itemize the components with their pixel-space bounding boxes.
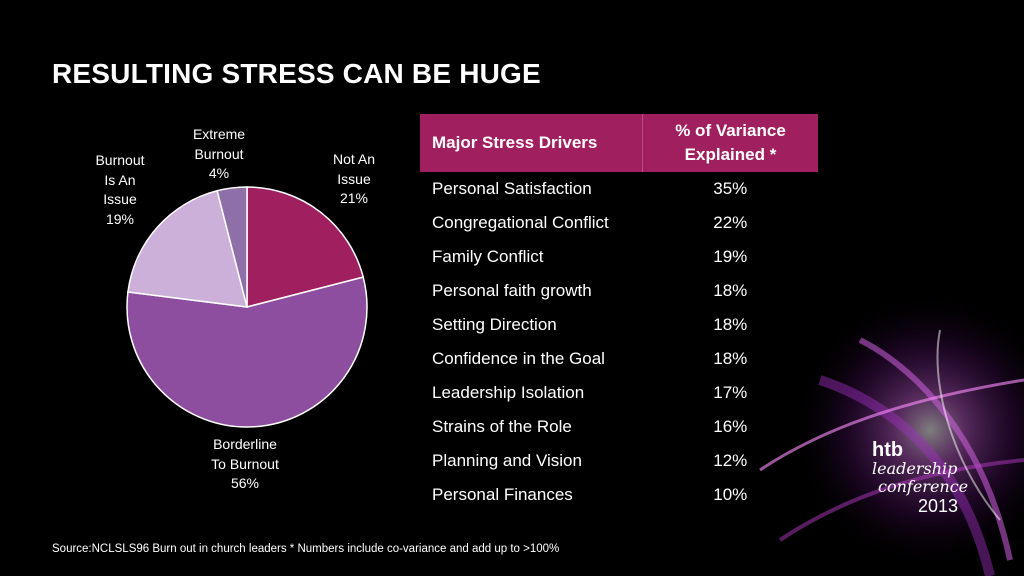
header-major-stress-drivers: Major Stress Drivers [420, 114, 643, 172]
variance-value-cell: 16% [713, 417, 748, 436]
variance-value-cell: 22% [713, 213, 748, 232]
table-row: Personal faith growth 18% [420, 274, 818, 308]
driver-name-cell: Family Conflict [432, 247, 544, 266]
slice-extreme-burnout [216, 186, 248, 308]
slice-burnout-is-an-issue [127, 189, 249, 308]
variance-value-cell: 17% [713, 383, 748, 402]
table-row: Personal Finances 10% [420, 478, 818, 512]
logo-line-2: leadership [872, 459, 958, 478]
driver-name-cell: Planning and Vision [432, 451, 582, 470]
driver-name-cell: Personal Finances [432, 485, 573, 504]
variance-value-cell: 10% [713, 485, 748, 504]
variance-value-cell: 19% [713, 247, 748, 266]
source-footnote: Source:NCLSLS96 Burn out in church leade… [52, 543, 560, 555]
table-row: Planning and Vision 12% [420, 444, 818, 478]
slice-not-an-issue [246, 186, 365, 308]
slice-label-burnout-is-an-issue: Burnout Is An Issue 19% [95, 152, 145, 227]
table-row: Confidence in the Goal 18% [420, 342, 818, 376]
driver-name-cell: Leadership Isolation [432, 383, 585, 402]
table-row: Setting Direction 18% [420, 308, 818, 342]
slice-label-extreme-burnout: Extreme Burnout 4% [192, 126, 246, 181]
driver-name-cell: Personal faith growth [432, 281, 592, 300]
stress-drivers-table: Major Stress Drivers % of Variance Expla… [420, 114, 818, 512]
variance-value-cell: 18% [713, 281, 748, 300]
page-title: RESULTING STRESS CAN BE HUGE [52, 58, 541, 89]
slice-label-not-an-issue: Not An Issue 21% [332, 151, 376, 206]
variance-value-cell: 12% [713, 451, 748, 470]
logo-line-1: htb [872, 439, 904, 461]
table-header-row: Major Stress Drivers % of Variance Expla… [420, 114, 818, 172]
table-row: Personal Satisfaction 35% [420, 172, 818, 206]
logo-line-3: conference [878, 477, 969, 496]
driver-name-cell: Confidence in the Goal [432, 349, 605, 368]
driver-name-cell: Setting Direction [432, 315, 557, 334]
variance-value-cell: 35% [713, 179, 748, 198]
table-row: Strains of the Role 16% [420, 410, 818, 444]
htb-conference-logo: htb leadership conference 2013 [872, 440, 968, 516]
variance-value-cell: 18% [713, 349, 748, 368]
header-variance-explained: % of Variance Explained * [642, 114, 818, 172]
table-row: Leadership Isolation 17% [420, 376, 818, 410]
variance-value-cell: 18% [713, 315, 748, 334]
table-row: Family Conflict 19% [420, 240, 818, 274]
slice-label-borderline: Borderline To Burnout 56% [211, 436, 279, 491]
driver-name-cell: Personal Satisfaction [432, 179, 592, 198]
driver-name-cell: Strains of the Role [432, 417, 572, 436]
slice-borderline [126, 276, 368, 428]
driver-name-cell: Congregational Conflict [432, 213, 609, 232]
logo-line-4: 2013 [918, 496, 959, 516]
table-row: Congregational Conflict 22% [420, 206, 818, 240]
